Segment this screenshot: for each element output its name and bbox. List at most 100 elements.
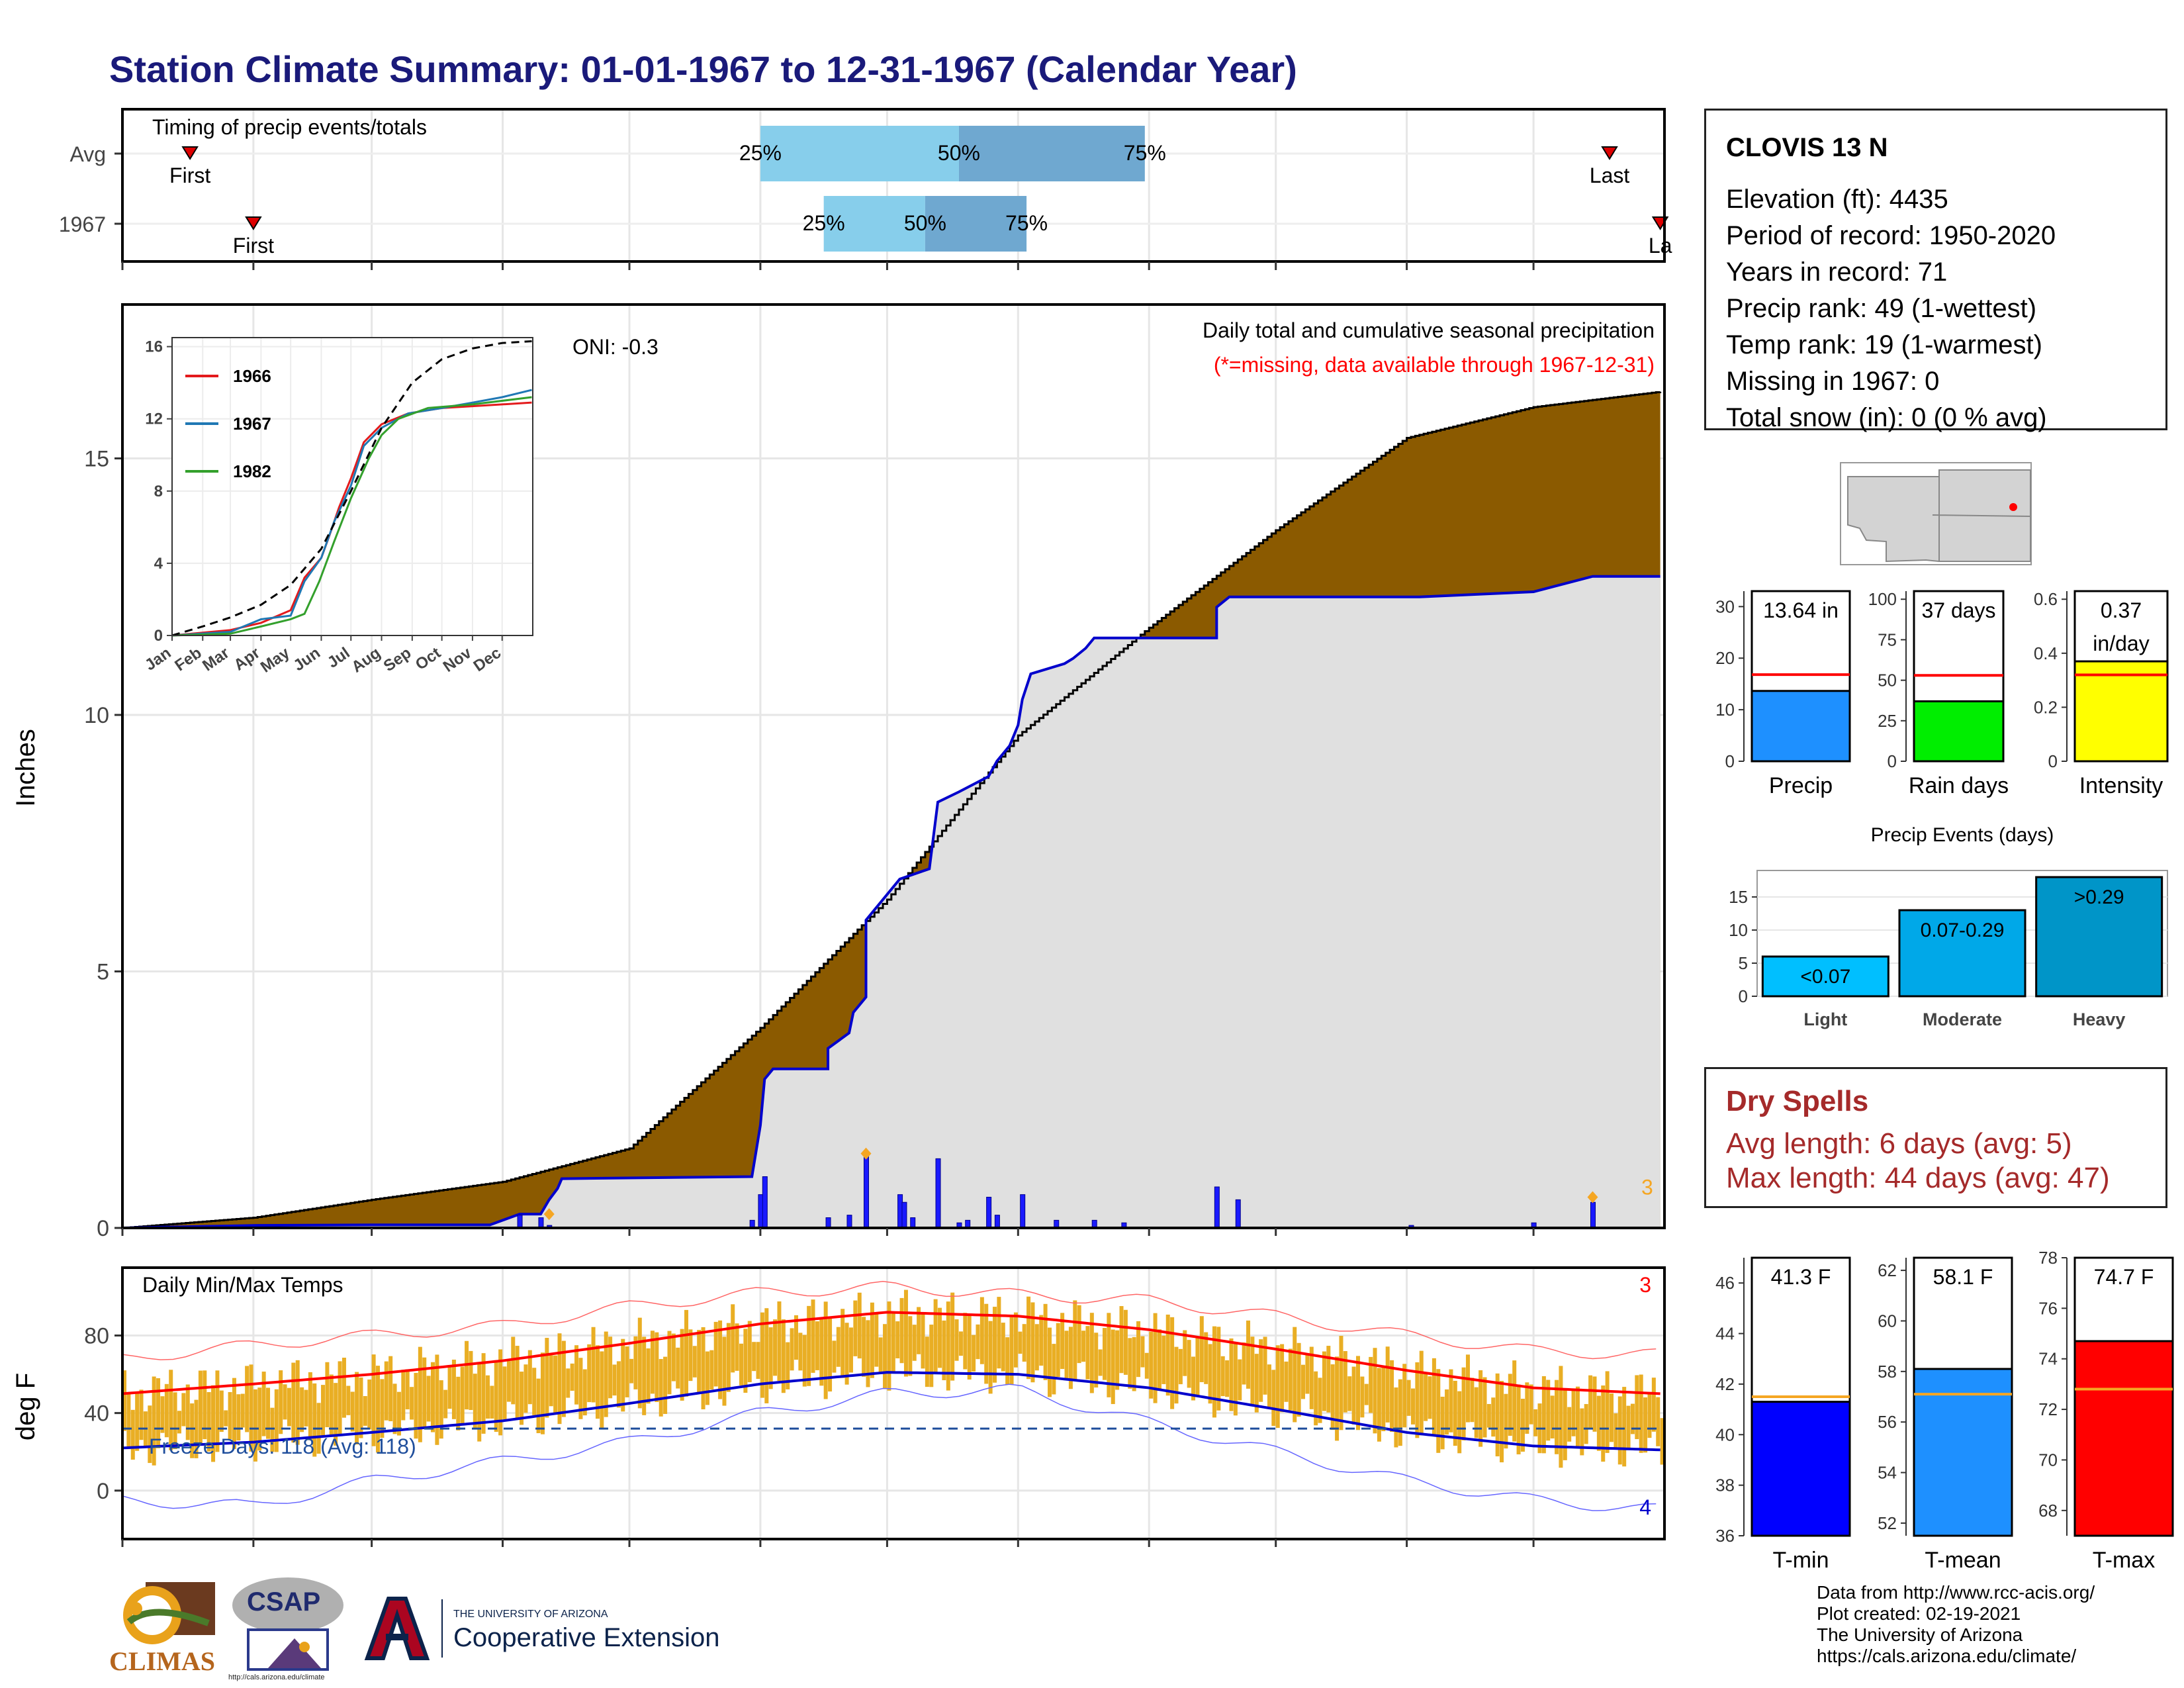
daily-temp-bar (1465, 1354, 1470, 1423)
observed-cumulative-area (122, 576, 1661, 1228)
daily-temp-bar (443, 1389, 448, 1419)
daily-temp-bar (1039, 1315, 1044, 1366)
tmax-y-tick-label-3: 74 (2038, 1349, 2058, 1369)
daily-temp-bar (1390, 1360, 1394, 1432)
daily-temp-bar (1330, 1364, 1335, 1430)
temp-y-axis-label: deg F (11, 1373, 40, 1440)
daily-temp-bar (1191, 1356, 1196, 1401)
daily-temp-bar (979, 1297, 984, 1364)
daily-temp-bar (773, 1319, 778, 1376)
tmin-title: T-min (1773, 1548, 1829, 1573)
daily-temp-bar (485, 1375, 490, 1419)
daily-temp-bar (1410, 1388, 1415, 1425)
daily-temp-bar (942, 1320, 946, 1381)
daily-temp-bar (917, 1307, 921, 1354)
daily-temp-bar (194, 1399, 199, 1458)
daily-temp-bar (511, 1336, 516, 1405)
daily-temp-bar (832, 1340, 837, 1373)
inset-legend-label-2: 1982 (233, 461, 271, 481)
daily-temp-bar (215, 1370, 220, 1452)
daily-temp-bar (616, 1361, 621, 1408)
daily-temp-bar (1614, 1413, 1618, 1448)
daily-temp-bar (768, 1327, 773, 1389)
daily-temp-bar (629, 1358, 634, 1383)
daily-temp-bar (1546, 1380, 1551, 1441)
intensity-value-label-1: in/day (2093, 632, 2149, 655)
station-elevation: Elevation (ft): 4435 (1726, 185, 1948, 214)
daily-temp-bar (156, 1378, 161, 1448)
daily-temp-bar (1123, 1309, 1128, 1375)
daily-temp-bar (1030, 1302, 1035, 1383)
events-bar-label-0: <0.07 (1800, 966, 1850, 988)
timeline-row-label: Avg (69, 142, 106, 166)
inset-y-tick-label-2: 8 (154, 483, 163, 500)
events-bar-label-1: 0.07-0.29 (1921, 919, 2005, 941)
station-name: CLOVIS 13 N (1726, 133, 1888, 162)
daily-temp-bar (536, 1378, 541, 1434)
daily-temp-bar (418, 1346, 422, 1442)
first-event-marker (245, 216, 262, 230)
daily-temp-bar (1048, 1327, 1052, 1397)
daily-temp-bar (410, 1387, 414, 1420)
timeline-title: Timing of precip events/totals (152, 115, 427, 139)
daily-temp-bar (963, 1313, 968, 1370)
daily-temp-bar (1005, 1337, 1010, 1385)
daily-temp-bar (1052, 1344, 1056, 1395)
daily-temp-bar (1288, 1348, 1293, 1411)
daily-temp-bar (321, 1385, 326, 1436)
daily-temp-bar (574, 1345, 579, 1405)
daily-temp-bar (756, 1342, 760, 1380)
daily-temp-bar (1626, 1405, 1631, 1450)
daily-temp-bar (219, 1390, 224, 1432)
daily-temp-bar (401, 1370, 406, 1421)
daily-temp-bar (135, 1392, 140, 1451)
daily-temp-bar (1651, 1378, 1656, 1432)
daily-temp-bar (1360, 1376, 1365, 1418)
daily-temp-bar (1419, 1350, 1424, 1436)
daily-temp-bar (1428, 1376, 1432, 1419)
daily-temp-bar (1660, 1418, 1664, 1465)
daily-temp-bar (1457, 1391, 1462, 1454)
intensity-y-tick-label-2: 0.4 (2034, 643, 2058, 663)
daily-temp-bar (1516, 1384, 1521, 1455)
timeline-p75-label: 75% (1005, 211, 1048, 235)
daily-temp-bar (798, 1333, 803, 1371)
daily-temp-bar (921, 1313, 925, 1369)
daily-temp-bar (405, 1369, 410, 1410)
tmean-y-tick-label-0: 52 (1878, 1513, 1897, 1533)
daily-temp-bar (878, 1337, 883, 1373)
daily-temp-bar (414, 1372, 418, 1439)
daily-temp-bar (1495, 1373, 1500, 1457)
station-snow: Total snow (in): 0 (0 % avg) (1726, 403, 2047, 432)
daily-temp-bar (1500, 1381, 1504, 1463)
daily-temp-bar (1474, 1387, 1479, 1438)
daily-precip-bar-15 (986, 1197, 992, 1229)
tmean-title: T-mean (1925, 1548, 2001, 1573)
daily-temp-bar (1406, 1380, 1411, 1416)
precip-total-y-tick-label-1: 10 (1715, 700, 1735, 720)
timeline-row-label: 1967 (59, 212, 106, 236)
rain-days-y-tick-label-0: 0 (1888, 751, 1897, 771)
daily-precip-bar-5 (762, 1176, 768, 1229)
daily-temp-bar (1242, 1342, 1246, 1385)
daily-temp-bar (1183, 1330, 1187, 1376)
daily-temp-bar (515, 1346, 520, 1421)
daily-precip-bar-7 (846, 1215, 852, 1229)
precip-y-tick-label-2: 10 (84, 703, 109, 728)
station-temp-rank: Temp rank: 19 (1-warmest) (1726, 330, 2042, 359)
daily-temp-bar (1584, 1404, 1588, 1444)
daily-temp-bar (1094, 1333, 1099, 1388)
daily-precip-bar-25 (1590, 1201, 1596, 1229)
inset-bg (172, 338, 533, 635)
csap-logo: CSAP http://cals.arizona.edu/climate (228, 1575, 347, 1685)
daily-temp-bar (764, 1308, 769, 1403)
daily-temp-bar (790, 1328, 794, 1371)
daily-temp-bar (684, 1309, 689, 1397)
daily-temp-bar (925, 1336, 929, 1387)
daily-temp-bar (862, 1317, 866, 1377)
temp-chart-title: Daily Min/Max Temps (142, 1273, 343, 1297)
daily-temp-bar (1001, 1323, 1005, 1372)
daily-temp-bar (604, 1331, 608, 1417)
daily-temp-bar (1107, 1313, 1111, 1397)
daily-precip-bar-16 (994, 1215, 1000, 1229)
